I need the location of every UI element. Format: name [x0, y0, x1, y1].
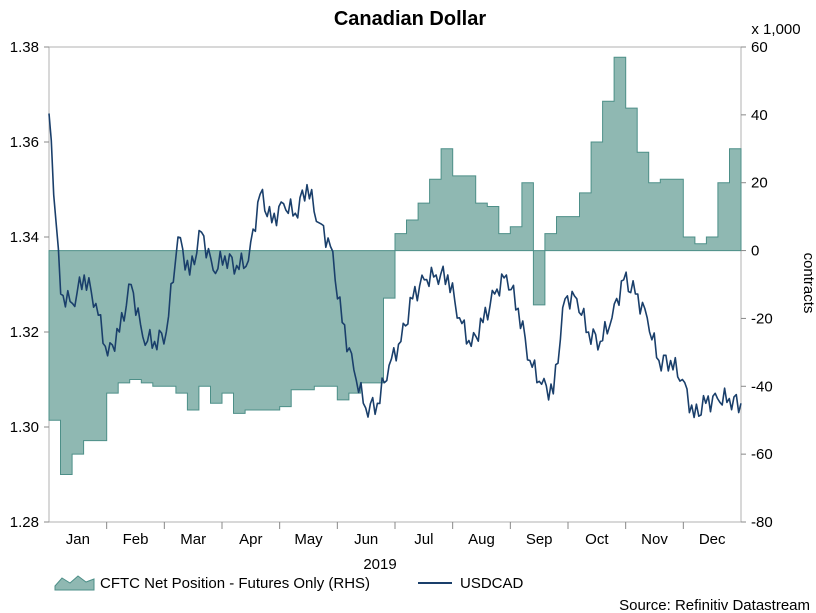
cftc-area: [48, 56, 742, 475]
month-label: Mar: [180, 531, 206, 548]
right-tick-label: 0: [751, 243, 759, 260]
x-axis-label: 2019: [363, 556, 396, 573]
left-tick-label: 1.30: [10, 419, 39, 436]
usdcad-line: [48, 113, 742, 419]
chart-title: Canadian Dollar: [334, 8, 486, 30]
right-axis-unit: x 1,000: [751, 21, 800, 38]
left-tick-label: 1.34: [10, 229, 39, 246]
cftc-area-series: [48, 56, 742, 475]
month-label: Dec: [699, 531, 726, 548]
right-tick-label: -40: [751, 378, 773, 395]
source-note: Source: Refinitiv Datastream: [619, 597, 810, 613]
left-tick-label: 1.32: [10, 324, 39, 341]
right-tick-label: 20: [751, 175, 768, 192]
right-tick-label: -60: [751, 446, 773, 463]
x-axis: Jan Feb Mar Apr May Jun Jul Aug Sep Oct Nov Dec: [66, 522, 726, 548]
right-tick-label: 40: [751, 107, 768, 124]
month-label: Oct: [585, 531, 609, 548]
month-label: Apr: [239, 531, 262, 548]
month-label: Jun: [354, 531, 378, 548]
month-label: Nov: [641, 531, 668, 548]
month-label: May: [294, 531, 323, 548]
month-label: Jul: [414, 531, 433, 548]
legend-area-label: CFTC Net Position - Futures Only (RHS): [100, 575, 370, 592]
left-tick-label: 1.28: [10, 514, 39, 531]
left-tick-label: 1.36: [10, 134, 39, 151]
usdcad-line-series: [48, 113, 742, 419]
left-axis: 1.28 1.30 1.32 1.34 1.36 1.38: [10, 39, 49, 531]
right-tick-label: 60: [751, 39, 768, 56]
month-label: Aug: [468, 531, 495, 548]
legend: CFTC Net Position - Futures Only (RHS) U…: [54, 575, 524, 592]
right-axis: -80 -60 -40 -20 0 20 40 60: [741, 39, 773, 531]
month-label: Sep: [526, 531, 553, 548]
right-tick-label: -20: [751, 310, 773, 327]
legend-area-swatch: [54, 575, 95, 591]
month-label: Jan: [66, 531, 90, 548]
legend-line-label: USDCAD: [460, 575, 524, 592]
month-label: Feb: [123, 531, 149, 548]
left-tick-label: 1.38: [10, 39, 39, 56]
right-axis-label: contracts: [800, 253, 816, 314]
right-tick-label: -80: [751, 514, 773, 531]
